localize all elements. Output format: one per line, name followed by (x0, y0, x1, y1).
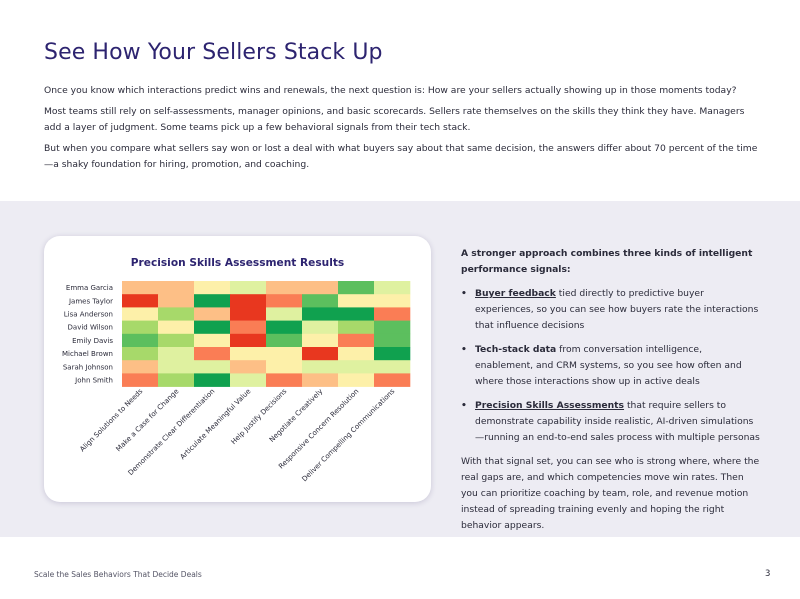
column-label-make-a-case-for-change: Make a Case for Change (115, 387, 181, 453)
heatmap-cell-michael-brown-deliver-compelling-communications (374, 347, 411, 361)
heatmap-cell-sarah-johnson-align-solutions-to-needs (122, 360, 159, 374)
signal-text: tied directly to predictive buyer experi… (475, 288, 759, 331)
heatmap-cell-sarah-johnson-demonstrate-clear-differentiation (194, 360, 231, 374)
heatmap-cell-david-wilson-articulate-meaningful-value (230, 320, 267, 335)
row-label-michael-brown: Michael Brown (62, 350, 113, 358)
heatmap-card: Precision Skills Assessment Results Emma… (44, 236, 431, 502)
heatmap-cell-emily-davis-responsive-concern-resolution (338, 333, 375, 348)
heatmap-cell-david-wilson-responsive-concern-resolution (338, 320, 375, 335)
mismatch-paragraph: But when you compare what sellers say wo… (44, 143, 758, 170)
row-label-lisa-anderson: Lisa Anderson (64, 311, 113, 319)
heatmap-cell-lisa-anderson-demonstrate-clear-differentiation (194, 307, 231, 321)
signal-text: from conversation intelligence, enableme… (475, 344, 742, 387)
heatmap-cell-sarah-johnson-make-a-case-for-change (158, 360, 195, 374)
heatmap-cell-lisa-anderson-align-solutions-to-needs (122, 307, 159, 321)
chart-title: Precision Skills Assessment Results (130, 257, 345, 269)
heatmap-cell-emily-davis-help-justify-decisions (266, 333, 303, 348)
heatmap-cell-michael-brown-make-a-case-for-change (158, 347, 195, 361)
signal-text: that require sellers to demonstrate capa… (475, 400, 760, 443)
heatmap-cell-michael-brown-responsive-concern-resolution (338, 347, 375, 361)
heatmap-cell-james-taylor-align-solutions-to-needs (122, 294, 159, 308)
heatmap-cell-david-wilson-deliver-compelling-communications (374, 320, 411, 335)
signal-lead: Tech-stack data (475, 344, 557, 355)
heatmap-cell-john-smith-make-a-case-for-change (158, 373, 195, 387)
heatmap-cell-james-taylor-negotiate-creatively (302, 294, 339, 308)
bullet-icon: • (461, 344, 467, 355)
row-label-emily-davis: Emily Davis (72, 337, 113, 345)
heatmap-cell-david-wilson-help-justify-decisions (266, 320, 303, 335)
heatmap-cell-john-smith-negotiate-creatively (302, 373, 339, 387)
heatmap-cell-james-taylor-demonstrate-clear-differentiation (194, 294, 231, 308)
heatmap-cell-emily-davis-align-solutions-to-needs (122, 333, 159, 348)
row-label-emma-garcia: Emma Garcia (66, 284, 113, 292)
heatmap-cell-james-taylor-help-justify-decisions (266, 294, 303, 308)
heatmap-cell-lisa-anderson-articulate-meaningful-value (230, 307, 267, 321)
heatmap-cell-sarah-johnson-deliver-compelling-communications (374, 360, 411, 374)
heatmap-cell-emma-garcia-demonstrate-clear-differentiation (194, 281, 231, 295)
heatmap-cell-john-smith-help-justify-decisions (266, 373, 303, 387)
signal-item-tech-stack: • Tech-stack data from conversation inte… (461, 342, 761, 390)
heatmap-cell-john-smith-align-solutions-to-needs (122, 373, 159, 387)
heatmap-cell-sarah-johnson-articulate-meaningful-value (230, 360, 267, 374)
bullet-icon: • (461, 288, 467, 299)
heatmap-cell-lisa-anderson-help-justify-decisions (266, 307, 303, 321)
footer-title: Scale the Sales Behaviors That Decide De… (34, 570, 202, 579)
bullet-icon: • (461, 400, 467, 411)
intro-paragraph: Once you know which interactions predict… (44, 85, 737, 96)
heatmap-cell-james-taylor-make-a-case-for-change (158, 294, 195, 308)
heatmap-cell-michael-brown-align-solutions-to-needs (122, 347, 159, 361)
precision-skills-link[interactable]: Precision Skills Assessments (475, 400, 625, 411)
heatmap-cell-sarah-johnson-help-justify-decisions (266, 360, 303, 374)
heatmap-cell-emma-garcia-help-justify-decisions (266, 281, 303, 295)
heatmap-cell-emma-garcia-deliver-compelling-communications (374, 281, 411, 295)
heatmap-cell-emma-garcia-make-a-case-for-change (158, 281, 195, 295)
buyer-feedback-link[interactable]: Buyer feedback (475, 288, 556, 299)
heatmap-cell-michael-brown-articulate-meaningful-value (230, 347, 267, 361)
heatmap-cell-john-smith-responsive-concern-resolution (338, 373, 375, 387)
heatmap-cell-emma-garcia-responsive-concern-resolution (338, 281, 375, 295)
heatmap-cell-emily-davis-demonstrate-clear-differentiation (194, 333, 231, 348)
heatmap-cell-emma-garcia-articulate-meaningful-value (230, 281, 267, 295)
heatmap-cell-emily-davis-deliver-compelling-communications (374, 333, 411, 348)
heatmap-cell-michael-brown-demonstrate-clear-differentiation (194, 347, 231, 361)
heatmap-cell-lisa-anderson-deliver-compelling-communications (374, 307, 411, 321)
heatmap-cell-david-wilson-align-solutions-to-needs (122, 320, 159, 335)
row-label-sarah-johnson: Sarah Johnson (63, 363, 113, 371)
heatmap-cell-david-wilson-negotiate-creatively (302, 320, 339, 335)
heatmap-cell-emily-davis-make-a-case-for-change (158, 333, 195, 348)
signal-item-buyer-feedback: • Buyer feedback tied directly to predic… (461, 286, 761, 334)
heatmap-cell-john-smith-demonstrate-clear-differentiation (194, 373, 231, 387)
heatmap-cell-emma-garcia-align-solutions-to-needs (122, 281, 159, 295)
signals-intro: A stronger approach combines three kinds… (461, 248, 753, 275)
heatmap-cell-james-taylor-deliver-compelling-communications (374, 294, 411, 308)
row-label-david-wilson: David Wilson (68, 324, 113, 332)
heatmap-cell-lisa-anderson-negotiate-creatively (302, 307, 339, 321)
heatmap-cell-sarah-johnson-responsive-concern-resolution (338, 360, 375, 374)
heatmap-cell-john-smith-deliver-compelling-communications (374, 373, 411, 387)
heatmap-cell-david-wilson-demonstrate-clear-differentiation (194, 320, 231, 335)
page-title: See How Your Sellers Stack Up (44, 40, 383, 65)
heatmap-cell-james-taylor-responsive-concern-resolution (338, 294, 375, 308)
heatmap-cell-emily-davis-negotiate-creatively (302, 333, 339, 348)
page-number: 3 (765, 569, 771, 579)
row-label-james-taylor: James Taylor (68, 297, 113, 305)
assessment-paragraph: Most teams still rely on self-assessment… (44, 106, 745, 133)
closing-paragraph: With that signal set, you can see who is… (461, 456, 760, 531)
row-label-john-smith: John Smith (74, 377, 113, 385)
heatmap-cell-michael-brown-negotiate-creatively (302, 347, 339, 361)
signal-item-precision-skills: • Precision Skills Assessments that requ… (461, 398, 761, 446)
column-label-align-solutions-to-needs: Align Solutions to Needs (78, 387, 144, 453)
heatmap-cell-emma-garcia-negotiate-creatively (302, 281, 339, 295)
heatmap-cell-lisa-anderson-responsive-concern-resolution (338, 307, 375, 321)
heatmap-cell-sarah-johnson-negotiate-creatively (302, 360, 339, 374)
signals-panel: A stronger approach combines three kinds… (461, 246, 761, 534)
heatmap-chart: Emma Garcia James Taylor Lisa Anderson Davi… (62, 281, 411, 483)
column-label-articulate-meaningful-value: Articulate Meaningful Value (179, 387, 253, 461)
heatmap-cell-john-smith-articulate-meaningful-value (230, 373, 267, 387)
heatmap-cell-james-taylor-articulate-meaningful-value (230, 294, 267, 308)
heatmap-cell-emily-davis-articulate-meaningful-value (230, 333, 267, 348)
heatmap-cell-david-wilson-make-a-case-for-change (158, 320, 195, 335)
heatmap-cell-lisa-anderson-make-a-case-for-change (158, 307, 195, 321)
heatmap-cell-michael-brown-help-justify-decisions (266, 347, 303, 361)
